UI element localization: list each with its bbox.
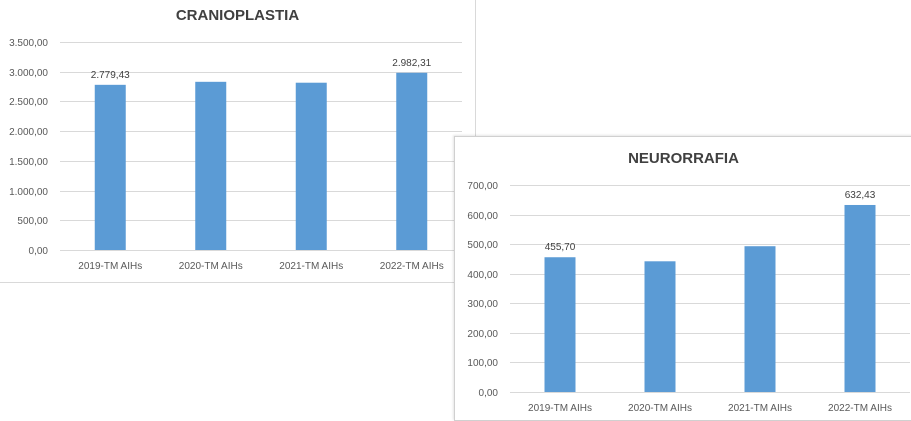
y-tick-label: 3.000,00 xyxy=(9,68,48,79)
data-label: 632,43 xyxy=(845,190,876,201)
bar xyxy=(844,204,876,392)
chart-plot-area: 0,00 500,00 1.000,00 1.500,00 2.000,00 2.500,… xyxy=(9,38,462,272)
y-tick-label: 500,00 xyxy=(17,216,48,227)
y-tick-label: 2.000,00 xyxy=(9,127,48,138)
x-category-label: 2020-TM AIHs xyxy=(179,261,243,272)
chart-plot-area: 0,00 100,00 200,00 300,00 400,00 500,00 600,00… xyxy=(467,181,910,414)
x-category-label: 2022-TM AIHs xyxy=(380,261,444,272)
y-tick-label: 100,00 xyxy=(467,358,498,369)
y-tick-label: 600,00 xyxy=(467,211,498,222)
y-tick-label: 2.500,00 xyxy=(9,97,48,108)
x-category-label: 2021-TM AIHs xyxy=(728,403,792,414)
bar xyxy=(644,261,676,392)
x-category-label: 2022-TM AIHs xyxy=(828,403,892,414)
x-category-label: 2019-TM AIHs xyxy=(528,403,592,414)
x-category-label: 2019-TM AIHs xyxy=(78,261,142,272)
chart-title: CRANIOPLASTIA xyxy=(175,7,300,24)
y-tick-label: 300,00 xyxy=(467,299,498,310)
bar xyxy=(396,72,428,250)
y-tick-label: 1.000,00 xyxy=(9,187,48,198)
data-label: 455,70 xyxy=(545,242,576,253)
bar xyxy=(544,257,576,392)
x-category-label: 2021-TM AIHs xyxy=(279,261,343,272)
bar xyxy=(94,84,126,250)
y-tick-label: 400,00 xyxy=(467,270,498,281)
chart-neurorrafia: NEURORRAFIA 0,00 100,00 200,00 300,00 400,00… xyxy=(454,136,911,421)
data-label: 2.779,43 xyxy=(91,70,130,81)
y-tick-label: 0,00 xyxy=(479,388,499,399)
x-category-label: 2020-TM AIHs xyxy=(628,403,692,414)
y-tick-label: 700,00 xyxy=(467,181,498,192)
bar xyxy=(744,246,776,392)
y-tick-label: 1.500,00 xyxy=(9,157,48,168)
y-tick-label: 500,00 xyxy=(467,240,498,251)
data-label: 2.982,31 xyxy=(392,58,431,69)
chart-title: NEURORRAFIA xyxy=(628,150,739,167)
y-tick-label: 3.500,00 xyxy=(9,38,48,49)
bar xyxy=(195,81,227,251)
bar xyxy=(295,82,327,250)
chart-cranioplastia: CRANIOPLASTIA 0,00 500,00 1.000,00 1.500,00… xyxy=(0,0,476,283)
y-tick-label: 0,00 xyxy=(29,246,49,257)
y-tick-label: 200,00 xyxy=(467,329,498,340)
